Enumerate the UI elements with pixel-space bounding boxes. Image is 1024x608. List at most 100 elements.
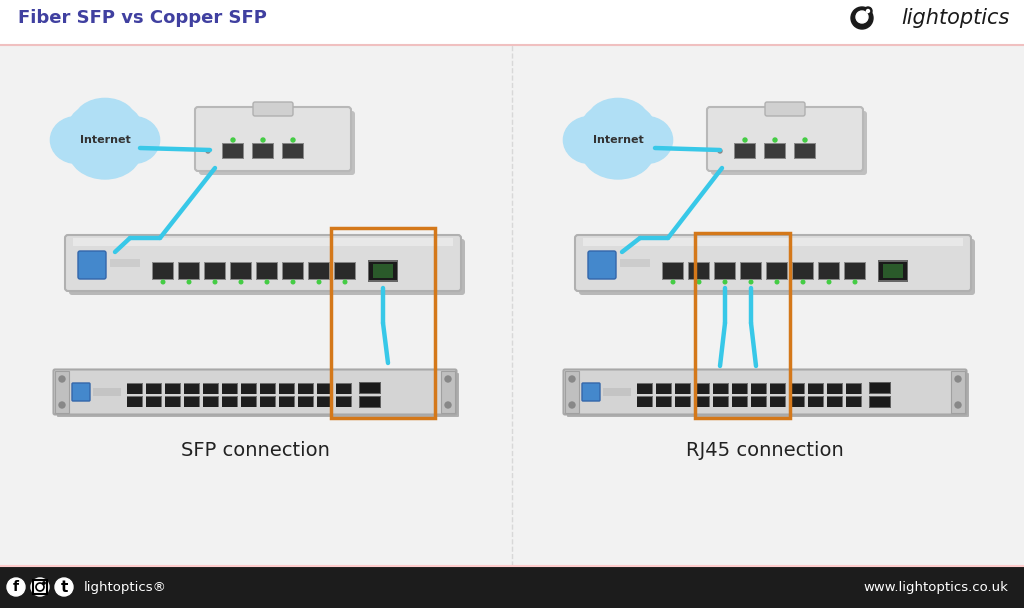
Bar: [256, 262, 278, 280]
Bar: [146, 396, 161, 407]
Bar: [675, 384, 690, 393]
Bar: [870, 397, 890, 407]
Bar: [231, 263, 251, 279]
FancyBboxPatch shape: [69, 239, 465, 295]
Bar: [179, 263, 199, 279]
Bar: [283, 144, 303, 158]
Bar: [846, 396, 861, 407]
Bar: [183, 383, 200, 394]
Bar: [178, 262, 200, 280]
Circle shape: [7, 578, 25, 596]
Bar: [184, 384, 199, 393]
Circle shape: [671, 280, 675, 284]
FancyBboxPatch shape: [78, 251, 106, 279]
Circle shape: [59, 402, 65, 408]
Bar: [751, 396, 767, 407]
Bar: [257, 263, 278, 279]
Bar: [204, 262, 226, 280]
Bar: [715, 263, 735, 279]
Bar: [203, 396, 218, 407]
Bar: [790, 396, 804, 407]
Bar: [260, 396, 275, 407]
Bar: [336, 383, 351, 394]
Bar: [655, 383, 672, 394]
Bar: [336, 396, 351, 407]
Circle shape: [743, 138, 746, 142]
Bar: [203, 396, 218, 407]
Bar: [298, 396, 313, 407]
Circle shape: [697, 280, 700, 284]
Bar: [794, 143, 816, 159]
Bar: [732, 396, 746, 407]
Bar: [308, 262, 330, 280]
Bar: [282, 262, 304, 280]
Bar: [675, 396, 690, 407]
Circle shape: [187, 280, 190, 284]
Text: Internet: Internet: [80, 135, 130, 145]
Bar: [694, 384, 709, 393]
Bar: [713, 383, 728, 394]
Bar: [127, 396, 142, 407]
Text: f: f: [13, 580, 19, 594]
Bar: [317, 396, 332, 407]
FancyBboxPatch shape: [567, 373, 969, 417]
Bar: [769, 396, 785, 407]
Circle shape: [291, 280, 295, 284]
Bar: [751, 396, 766, 407]
Bar: [637, 396, 652, 407]
Bar: [951, 371, 965, 413]
Bar: [298, 383, 313, 394]
FancyBboxPatch shape: [707, 107, 863, 171]
Bar: [360, 383, 380, 393]
Circle shape: [240, 280, 243, 284]
Bar: [603, 388, 631, 396]
Bar: [317, 384, 332, 393]
Circle shape: [343, 280, 347, 284]
Bar: [241, 396, 256, 407]
Circle shape: [801, 280, 805, 284]
FancyBboxPatch shape: [195, 107, 351, 171]
Bar: [792, 262, 814, 280]
FancyBboxPatch shape: [711, 111, 867, 175]
Bar: [223, 144, 243, 158]
Bar: [359, 396, 381, 408]
Circle shape: [856, 11, 868, 23]
Bar: [788, 383, 805, 394]
FancyBboxPatch shape: [57, 373, 459, 417]
Bar: [165, 383, 180, 394]
Bar: [336, 396, 351, 407]
Circle shape: [718, 149, 722, 153]
Circle shape: [161, 280, 165, 284]
Bar: [637, 383, 652, 394]
Circle shape: [43, 582, 45, 584]
FancyBboxPatch shape: [563, 370, 967, 415]
Bar: [441, 371, 455, 413]
Bar: [183, 396, 200, 407]
Bar: [260, 384, 275, 393]
Bar: [788, 396, 805, 407]
Bar: [252, 143, 274, 159]
Text: lightoptics: lightoptics: [901, 8, 1010, 28]
Bar: [165, 396, 180, 407]
Bar: [369, 262, 397, 280]
Bar: [241, 383, 256, 394]
Bar: [846, 383, 861, 394]
Circle shape: [206, 149, 210, 153]
Bar: [770, 384, 785, 393]
Bar: [298, 384, 313, 393]
Circle shape: [55, 578, 73, 596]
Bar: [334, 262, 356, 280]
Bar: [203, 383, 218, 394]
Bar: [0, 45, 1024, 566]
Bar: [688, 262, 710, 280]
FancyBboxPatch shape: [65, 235, 461, 291]
Bar: [0, 0, 1024, 42]
Bar: [110, 259, 140, 267]
Bar: [870, 383, 890, 393]
Bar: [675, 396, 690, 407]
Bar: [741, 263, 761, 279]
Ellipse shape: [74, 98, 136, 145]
Text: Fiber SFP vs Copper SFP: Fiber SFP vs Copper SFP: [18, 9, 267, 27]
Bar: [795, 144, 815, 158]
Bar: [869, 382, 891, 394]
